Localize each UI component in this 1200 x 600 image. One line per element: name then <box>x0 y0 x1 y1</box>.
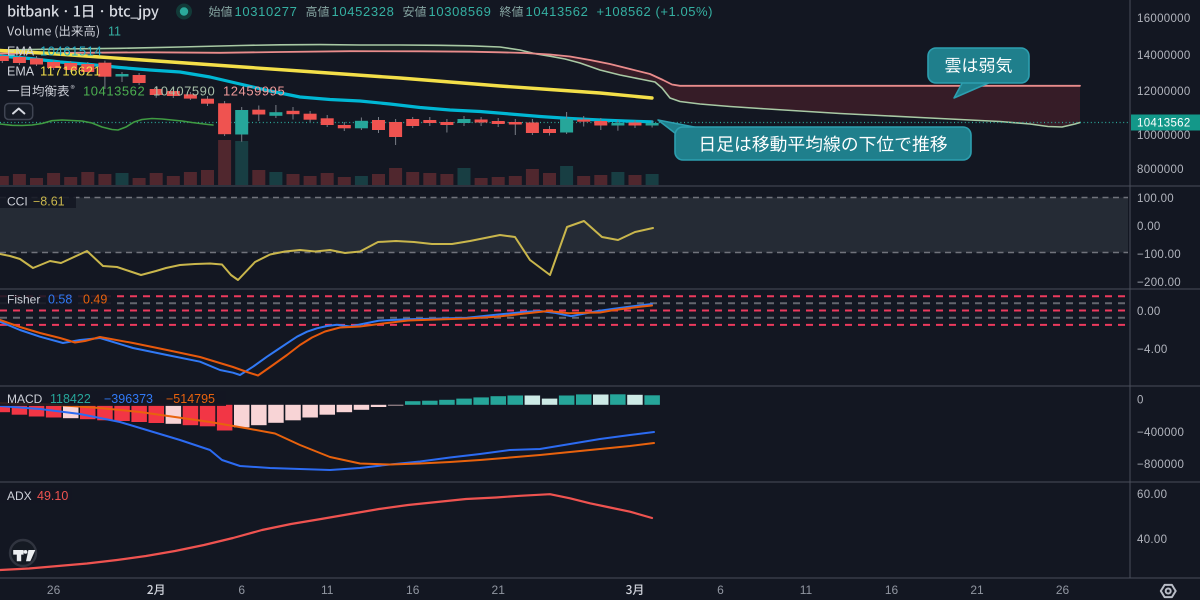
svg-text:10413562: 10413562 <box>83 84 145 99</box>
svg-text:0.58: 0.58 <box>48 293 72 307</box>
svg-text:6: 6 <box>717 583 724 597</box>
svg-text:EMA: EMA <box>7 65 35 79</box>
svg-text:49.10: 49.10 <box>37 489 68 503</box>
svg-text:6: 6 <box>238 583 245 597</box>
svg-text:−514795: −514795 <box>166 392 215 406</box>
svg-text:12459995: 12459995 <box>223 84 285 99</box>
svg-text:11: 11 <box>800 583 813 597</box>
svg-text:118422: 118422 <box>50 392 91 406</box>
svg-text:−4.00: −4.00 <box>1137 344 1168 356</box>
svg-text:100.00: 100.00 <box>1137 193 1174 205</box>
svg-text:0: 0 <box>1137 395 1144 407</box>
svg-text:10407590: 10407590 <box>153 84 215 99</box>
svg-text:26: 26 <box>47 583 61 597</box>
svg-text:8000000: 8000000 <box>1137 164 1184 176</box>
svg-text:ADX: ADX <box>7 489 32 503</box>
svg-text:14000000: 14000000 <box>1137 50 1191 62</box>
svg-text:0.00: 0.00 <box>1137 306 1161 318</box>
svg-text:−100.00: −100.00 <box>1137 249 1181 261</box>
svg-text:−200.00: −200.00 <box>1137 277 1181 289</box>
svg-text:10413562: 10413562 <box>526 4 589 19</box>
svg-text:60.00: 60.00 <box>1137 489 1167 501</box>
svg-text:Fisher: Fisher <box>7 293 40 307</box>
svg-text:11: 11 <box>108 25 121 39</box>
svg-text:CCI: CCI <box>7 195 28 209</box>
svg-text:26: 26 <box>1056 583 1070 597</box>
svg-text:−400000: −400000 <box>1137 427 1184 439</box>
svg-text:11: 11 <box>321 583 334 597</box>
svg-text:16: 16 <box>885 583 899 597</box>
svg-text:16: 16 <box>406 583 420 597</box>
svg-text:21: 21 <box>970 583 984 597</box>
svg-text:−396373: −396373 <box>104 392 153 406</box>
svg-text:21: 21 <box>492 583 506 597</box>
svg-text:10310277: 10310277 <box>235 4 298 19</box>
svg-text:12000000: 12000000 <box>1137 86 1191 98</box>
svg-text:40.00: 40.00 <box>1137 534 1167 546</box>
svg-text:10413562: 10413562 <box>1137 118 1191 130</box>
svg-text:−800000: −800000 <box>1137 459 1184 471</box>
svg-text:+108562 (+1.05%): +108562 (+1.05%) <box>597 4 714 19</box>
svg-text:0.49: 0.49 <box>83 293 107 307</box>
svg-text:10308569: 10308569 <box>429 4 492 19</box>
svg-text:16000000: 16000000 <box>1137 13 1191 25</box>
svg-text:EMA: EMA <box>7 45 35 59</box>
svg-text:10000000: 10000000 <box>1137 130 1191 142</box>
svg-text:11716621: 11716621 <box>40 64 101 79</box>
svg-text:MACD: MACD <box>7 392 43 406</box>
svg-text:0.00: 0.00 <box>1137 221 1161 233</box>
svg-text:−8.61: −8.61 <box>33 195 65 209</box>
svg-text:10461514: 10461514 <box>40 44 102 59</box>
svg-text:10452328: 10452328 <box>332 4 395 19</box>
